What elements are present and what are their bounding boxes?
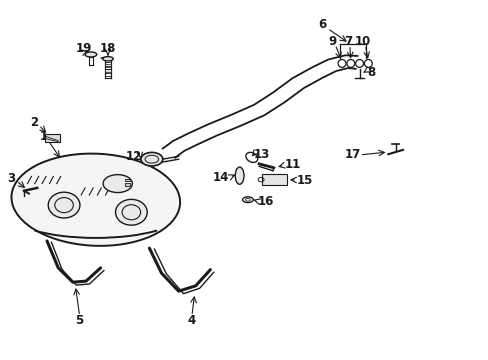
Text: 15: 15 [297,174,313,186]
Ellipse shape [48,192,80,218]
Ellipse shape [103,175,132,193]
Bar [105,69,111,72]
Ellipse shape [85,52,97,57]
Text: 11: 11 [284,158,300,171]
Text: 16: 16 [258,195,274,208]
Text: 9: 9 [327,35,336,49]
Text: 6: 6 [318,18,326,31]
Bar [105,64,111,67]
Text: 12: 12 [125,150,141,163]
Text: 2: 2 [30,116,38,129]
Text: 5: 5 [76,314,83,327]
Text: 17: 17 [344,148,360,161]
Text: 3: 3 [7,172,16,185]
FancyBboxPatch shape [44,134,60,142]
Bar [125,183,130,186]
Text: 1: 1 [40,130,47,143]
Bar [125,179,130,181]
Text: 13: 13 [253,148,269,161]
Ellipse shape [141,152,163,166]
Ellipse shape [11,154,180,246]
Text: 19: 19 [75,41,92,54]
Text: 7: 7 [343,35,351,49]
Text: 4: 4 [187,314,196,327]
Ellipse shape [235,167,244,184]
Text: 10: 10 [354,35,370,49]
Text: 14: 14 [212,171,228,184]
Ellipse shape [115,199,147,225]
Text: 8: 8 [366,66,375,79]
FancyBboxPatch shape [262,174,287,185]
Ellipse shape [102,57,113,61]
Text: 18: 18 [100,41,116,54]
